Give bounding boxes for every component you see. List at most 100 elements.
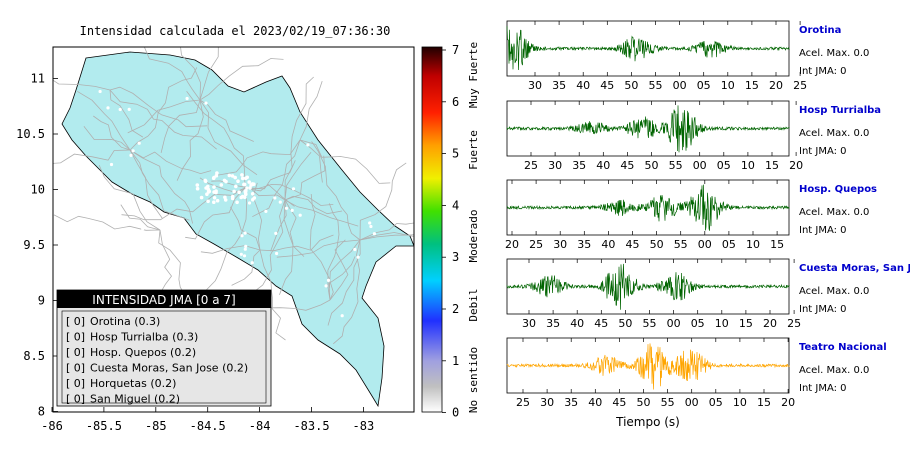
city-marker bbox=[369, 224, 373, 229]
waveform-tick-label: 00 bbox=[693, 159, 707, 172]
waveform-tick-label: 05 bbox=[717, 159, 731, 172]
colorbar-tick-label: 6 bbox=[452, 95, 459, 109]
colorbar-level-label: Muy Fuerte bbox=[467, 42, 480, 108]
waveform-tick-label: 35 bbox=[572, 159, 586, 172]
city-marker bbox=[212, 175, 216, 180]
station-accel: Acel. Max. 0.0 bbox=[799, 207, 869, 218]
city-marker bbox=[185, 96, 189, 101]
city-marker bbox=[273, 196, 277, 200]
station-panel: 20 25 30 35 40 45 50 55 00 05 10 15 Hosp. Quepos Acel… bbox=[505, 179, 877, 251]
station-accel: Acel. Max. 0.0 bbox=[799, 128, 869, 139]
city-marker bbox=[245, 175, 249, 180]
station-intensity: Int JMA: 0 bbox=[799, 383, 847, 394]
waveform-tick-label: 30 bbox=[548, 159, 562, 172]
waveform-tick-label: 10 bbox=[746, 238, 760, 251]
city-marker bbox=[236, 179, 240, 183]
city-marker bbox=[340, 314, 344, 318]
city-marker bbox=[243, 247, 247, 251]
city-marker bbox=[230, 174, 235, 178]
city-marker bbox=[244, 268, 248, 272]
waveform-trace bbox=[506, 263, 790, 310]
road bbox=[129, 149, 212, 175]
city-marker bbox=[234, 184, 238, 189]
waveform-tick-label: 45 bbox=[620, 159, 634, 172]
colorbar-tick-label: 3 bbox=[452, 250, 459, 264]
colorbar-level-label: Moderado bbox=[467, 210, 480, 263]
station-name: Hosp Turrialba bbox=[799, 105, 881, 116]
city-marker bbox=[356, 255, 360, 259]
city-marker bbox=[129, 153, 133, 157]
road bbox=[109, 89, 144, 138]
road bbox=[93, 115, 131, 151]
city-marker bbox=[248, 186, 252, 190]
map-title: Intensidad calculada el 2023/02/19_07:36… bbox=[79, 24, 391, 38]
road bbox=[143, 47, 201, 101]
city-marker bbox=[239, 195, 243, 200]
road bbox=[109, 86, 208, 128]
waveform-tick-label: 45 bbox=[594, 317, 608, 330]
city-marker bbox=[298, 213, 302, 217]
station-intensity: Int JMA: 0 bbox=[799, 146, 847, 157]
station-name: Hosp. Quepos bbox=[799, 184, 877, 195]
map-x-tick-label: -84.5 bbox=[190, 419, 226, 433]
road bbox=[185, 187, 246, 240]
waveform-tick-label: 25 bbox=[787, 317, 801, 330]
city-marker bbox=[250, 261, 254, 265]
waveform-tick-label: 55 bbox=[674, 238, 688, 251]
city-marker bbox=[195, 186, 200, 191]
waveform-tick-label: 50 bbox=[624, 79, 638, 92]
road bbox=[98, 164, 161, 231]
city-marker bbox=[150, 234, 154, 238]
road bbox=[359, 222, 414, 241]
colorbar: 7 6 5 4 3 2 1 0 Muy Fuerte Fuerte Moderado Debil No… bbox=[421, 42, 480, 420]
waveform-panels: 30 35 40 45 50 55 00 05 10 15 20 25 Orotina Acel. Max… bbox=[505, 20, 910, 409]
waveform-tick-label: 50 bbox=[618, 317, 632, 330]
city-marker bbox=[274, 231, 278, 235]
station-accel: Acel. Max. 0.0 bbox=[799, 365, 869, 376]
waveform-tick-label: 30 bbox=[528, 79, 542, 92]
legend-item-label: Hosp Turrialba (0.3) bbox=[90, 331, 198, 344]
city-marker bbox=[245, 186, 249, 190]
waveform-tick-label: 15 bbox=[770, 238, 784, 251]
legend: INTENSIDAD JMA [0 a 7] [ 0] Orotina (0.3)… bbox=[56, 289, 272, 407]
waveform-tick-label: 15 bbox=[745, 79, 759, 92]
colorbar-tick-label: 5 bbox=[452, 147, 459, 161]
city-marker bbox=[215, 171, 219, 175]
road bbox=[199, 99, 258, 176]
city-marker bbox=[227, 173, 232, 178]
costa-rica-landmass bbox=[61, 51, 414, 408]
road bbox=[231, 249, 261, 286]
road bbox=[284, 199, 359, 227]
station-name: Orotina bbox=[799, 25, 841, 36]
road bbox=[329, 239, 349, 301]
station-accel: Acel. Max. 0.0 bbox=[799, 48, 869, 59]
map-y-tick-label: 11 bbox=[31, 72, 45, 86]
legend-item-level: [ 0] bbox=[66, 315, 85, 328]
waveform-tick-label: 50 bbox=[637, 396, 651, 409]
waveform-trace bbox=[506, 343, 790, 390]
road bbox=[284, 195, 343, 215]
city-marker bbox=[215, 198, 220, 203]
road bbox=[186, 91, 246, 189]
city-marker bbox=[212, 185, 216, 189]
city-marker bbox=[326, 278, 331, 282]
waveform-tick-label: 00 bbox=[698, 238, 712, 251]
map-x-axis: -86 -85.5 -85 -84.5 -84 -83.5 -83 bbox=[41, 407, 374, 433]
city-marker bbox=[250, 192, 255, 196]
waveform-tick-label: 30 bbox=[553, 238, 567, 251]
road bbox=[309, 193, 334, 301]
city-marker bbox=[232, 189, 236, 194]
city-marker bbox=[242, 254, 247, 258]
map-x-tick-label: -83 bbox=[353, 419, 375, 433]
city-marker bbox=[284, 206, 289, 210]
waveform-tick-label: 15 bbox=[739, 317, 753, 330]
city-marker bbox=[239, 252, 243, 256]
waveform-tick-label: 00 bbox=[685, 396, 699, 409]
city-marker bbox=[237, 190, 241, 194]
city-marker bbox=[205, 192, 209, 196]
road bbox=[244, 160, 296, 190]
x-axis-label: Tiempo (s) bbox=[615, 415, 680, 429]
colorbar-tick-label: 0 bbox=[452, 406, 459, 420]
city-marker bbox=[212, 200, 216, 204]
